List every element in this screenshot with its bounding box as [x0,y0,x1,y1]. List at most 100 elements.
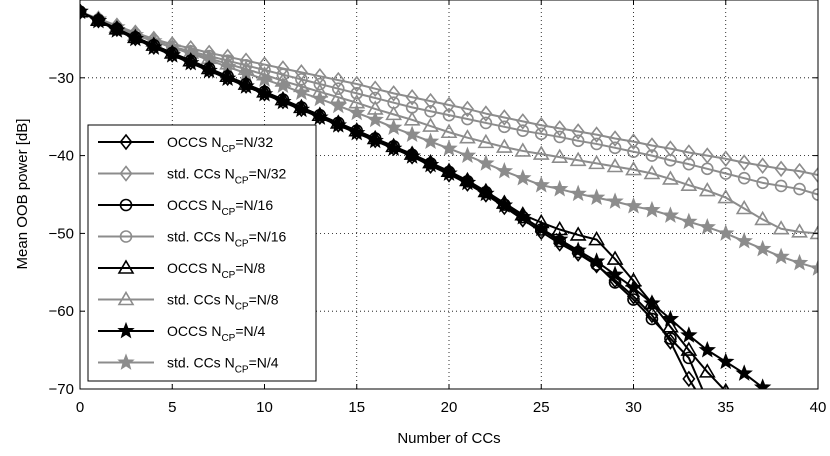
data-point-marker [774,179,788,193]
data-point-marker [587,252,606,269]
data-point-marker [682,144,696,161]
data-point-marker [479,105,493,122]
data-point-marker [735,232,753,249]
data-point-marker [719,150,733,168]
data-point-marker [255,85,274,102]
data-point-marker [532,219,550,237]
data-point-marker [479,116,493,130]
data-point-marker [514,169,532,186]
data-point-marker [698,363,716,378]
data-point-marker [645,306,659,324]
legend-entry: std. CCs NCP=N/8 [98,290,279,313]
data-point-marker [459,129,476,144]
data-point-marker [680,176,698,191]
data-point-marker [587,188,606,205]
data-point-marker [329,116,347,133]
series-line [80,10,818,235]
data-point-marker [625,161,642,176]
y-tick-label: −40 [49,148,74,165]
data-point-marker [717,189,735,204]
data-point-marker [348,123,366,141]
data-point-marker [495,196,514,213]
legend-swatch-marker [119,230,133,243]
data-point-marker [551,148,569,163]
legend-label: OCCS NCP=N/8 [167,260,266,281]
legend-entry: OCCS NCP=N/16 [98,197,273,218]
legend-label: OCCS NCP=N/32 [167,134,273,155]
data-point-marker [569,151,587,167]
series-7 [80,2,818,276]
data-point-marker [737,154,751,171]
data-point-marker [163,46,181,63]
data-point-marker [790,253,809,271]
x-tick-label: 40 [810,399,827,416]
data-point-marker [498,120,511,134]
data-point-marker [590,137,603,151]
data-point-marker [80,2,89,20]
data-point-marker [237,77,255,94]
y-axis-label: Mean OOB power [dB] [14,119,31,270]
legend-entry: std. CCs NCP=N/32 [98,165,287,187]
data-point-marker [331,82,345,95]
data-point-marker [348,103,366,121]
data-point-marker [569,226,587,241]
legend-entry: OCCS NCP=N/4 [98,321,266,344]
data-point-marker [588,154,605,170]
data-point-marker [200,61,218,79]
data-point-marker [274,76,292,93]
x-tick-label: 35 [717,399,734,416]
data-point-marker [384,139,403,156]
data-point-marker [627,145,640,159]
data-point-marker [458,173,477,191]
data-point-marker [422,117,439,132]
data-point-marker [643,200,661,218]
data-point-marker [421,155,440,173]
data-point-marker [366,131,384,149]
data-point-marker [553,130,567,144]
series-line [80,10,818,177]
data-point-marker [682,370,696,388]
data-point-marker [756,157,770,175]
data-point-marker [664,153,677,167]
data-point-marker [700,162,714,176]
data-point-marker [772,247,790,265]
data-point-marker [80,5,87,18]
data-point-marker [809,224,818,240]
legend-label: std. CCs NCP=N/4 [167,355,279,376]
x-tick-label: 15 [348,399,365,416]
data-point-marker [440,139,458,156]
data-point-marker [460,100,474,118]
x-tick-label: 25 [533,399,550,416]
legend-swatch-marker [117,259,135,274]
series-group [80,2,818,415]
y-tick-label: −30 [49,70,74,87]
data-point-marker [331,71,345,89]
data-point-marker [403,147,421,164]
data-point-marker [702,401,713,415]
legend-entry: OCCS NCP=N/8 [98,259,266,281]
x-axis-label: Number of CCs [397,430,500,447]
data-point-marker [702,395,713,406]
data-point-marker [606,250,624,265]
data-point-marker [368,80,382,97]
data-point-marker [532,176,550,193]
data-point-marker [551,230,569,248]
y-tick-label: −70 [49,381,74,398]
data-point-marker [442,108,456,122]
data-point-marker [735,364,753,381]
data-point-marker [606,192,624,209]
data-point-marker [643,164,661,180]
data-point-marker [461,112,474,126]
data-point-marker [643,294,661,311]
data-point-marker [606,265,624,283]
data-point-marker [754,210,772,226]
data-point-marker [313,77,327,91]
data-point-marker [663,140,677,157]
legend-label: OCCS NCP=N/16 [167,197,273,218]
legend-swatch-marker [119,198,133,212]
data-point-marker [495,138,513,153]
data-point-marker [514,207,532,225]
legend-label: OCCS NCP=N/4 [167,323,266,344]
data-point-marker [680,341,698,356]
series-line [80,10,818,196]
